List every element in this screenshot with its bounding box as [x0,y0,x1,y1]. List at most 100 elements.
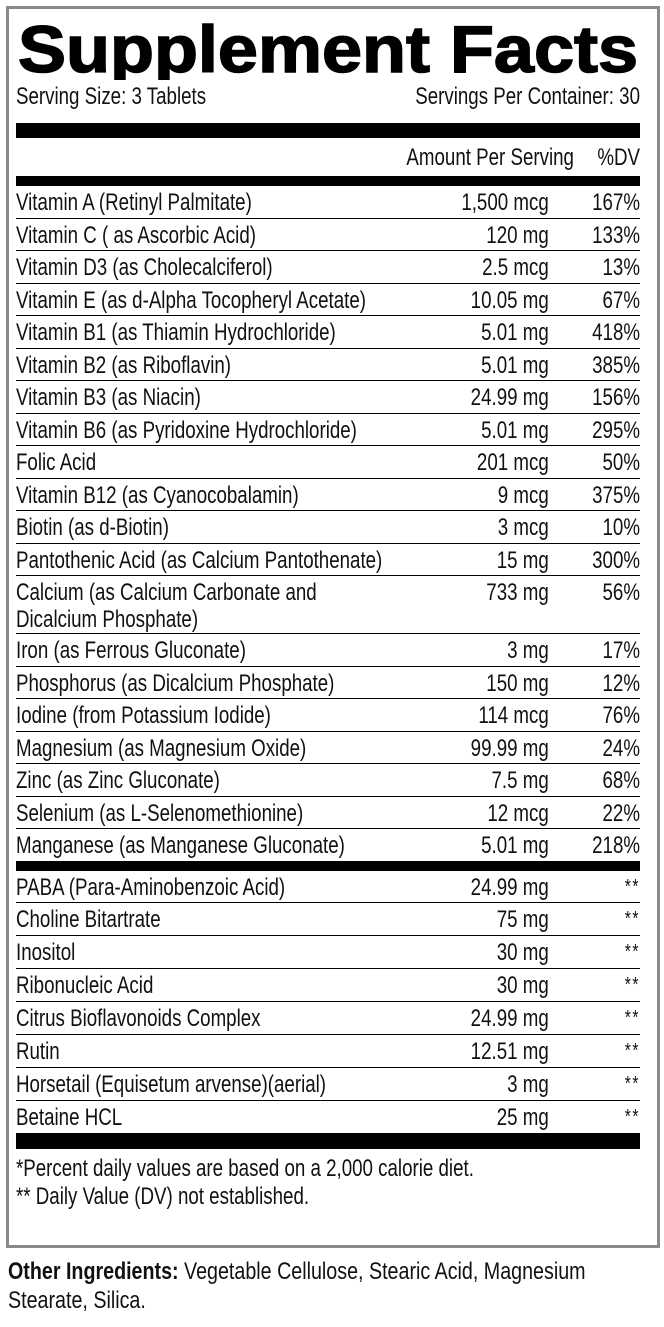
nutrient-name: Magnesium (as Magnesium Oxide) [16,734,307,762]
nutrient-name: Vitamin B6 (as Pyridoxine Hydrochloride) [16,416,357,444]
nutrient-amount: 114 mcg [478,702,549,729]
nutrient-amount: 3 mg [507,637,549,664]
nutrient-dv: 375% [592,481,640,509]
nutrient-row: Calcium (as Calcium Carbonate and Dicalci… [16,576,640,634]
nutrient-amount: 9 mcg [497,481,549,509]
nutrient-row: Folic Acid 201 mcg 50% [16,446,640,479]
thick-divider [16,1132,640,1149]
nutrient-row: Pantothenic Acid (as Calcium Pantothenat… [16,544,640,576]
other-ingredients-label: Other Ingredients: [8,1258,179,1285]
nutrient-amount: 12.51 mg [470,1037,549,1065]
nutrient-row: Vitamin B12 (as Cyanocobalamin) 9 mcg 375% [16,479,640,511]
nutrient-dv: ** [624,908,640,931]
nutrient-name: Ribonucleic Acid [16,972,154,1000]
nutrient-dv: 24% [602,734,640,762]
nutrient-list: Vitamin A (Retinyl Palmitate) 1,500 mcg 16… [16,186,640,861]
nutrient-row: Vitamin D3 (as Cholecalciferol) 2.5 mcg 13… [16,251,640,284]
nutrient-dv: 13% [602,254,640,281]
nutrient-name: Folic Acid [16,449,97,476]
nutrient-amount: 5.01 mg [481,416,549,444]
nutrient-row: Citrus Bioflavonoids Complex 24.99 mg ** [16,1002,640,1035]
nutrient-name: Vitamin A (Retinyl Palmitate) [16,189,252,216]
dv-header: %DV [597,144,640,171]
nutrient-name: Vitamin B12 (as Cyanocobalamin) [16,481,299,509]
nutrient-amount: 25 mg [496,1103,549,1131]
nutrient-row: Vitamin B1 (as Thiamin Hydrochloride) 5.0… [16,316,640,349]
nutrient-amount: 75 mg [496,906,549,934]
nutrient-row: Horsetail (Equisetum arvense)(aerial) 3 m… [16,1068,640,1101]
nutrient-row: Betaine HCL 25 mg ** [16,1101,640,1133]
nutrient-name: Zinc (as Zinc Gluconate) [16,767,220,794]
nutrient-name: PABA (Para-Aminobenzoic Acid) [16,873,286,901]
nutrient-name: Choline Bitartrate [16,906,161,934]
panel-title: Supplement Facts [17,14,639,80]
nutrient-name: Citrus Bioflavonoids Complex [16,1005,261,1033]
serving-size: Serving Size: 3 Tablets [16,83,207,110]
nutrient-name: Calcium (as Calcium Carbonate and Dicalci… [16,579,317,633]
nutrient-dv: 50% [602,449,640,476]
divider [16,176,640,186]
other-nutrient-list: PABA (Para-Aminobenzoic Acid) 24.99 mg ** C… [16,871,640,1133]
nutrient-row: Vitamin E (as d-Alpha Tocopheryl Acetate… [16,284,640,316]
nutrient-row: Magnesium (as Magnesium Oxide) 99.99 mg 24… [16,732,640,764]
nutrient-row: Choline Bitartrate 75 mg ** [16,903,640,937]
nutrient-amount: 10.05 mg [470,286,549,314]
facts-table: Serving Size: 3 Tablets Servings Per Con… [16,82,640,1211]
nutrient-row: Biotin (as d-Biotin) 3 mcg 10% [16,511,640,544]
nutrient-dv: 218% [592,832,640,859]
nutrient-name: Vitamin E (as d-Alpha Tocopheryl Acetate… [16,286,366,314]
nutrient-name: Rutin [16,1037,60,1065]
nutrient-dv: ** [624,1007,640,1030]
nutrient-amount: 3 mg [507,1070,549,1098]
nutrient-dv: ** [624,941,640,964]
footnotes: *Percent daily values are based on a 2,0… [16,1155,640,1211]
nutrient-dv: ** [624,1039,640,1062]
column-header: Amount Per Serving %DV [16,138,640,174]
other-ingredients: Other Ingredients: Vegetable Cellulose, … [8,1257,656,1315]
nutrient-dv: 418% [592,319,640,346]
nutrient-amount: 24.99 mg [470,384,549,411]
nutrient-row: Vitamin A (Retinyl Palmitate) 1,500 mcg 16… [16,186,640,219]
nutrient-dv: 56% [602,579,640,606]
supplement-facts-panel [6,6,660,1248]
nutrient-dv: 12% [602,669,640,697]
nutrient-dv: 300% [592,546,640,574]
nutrient-amount: 201 mcg [476,449,549,476]
nutrient-dv: 68% [602,767,640,794]
nutrient-dv: ** [624,875,640,898]
other-ingredients-text: Vegetable Cellulose, Stearic Acid, Magne… [8,1258,586,1314]
nutrient-dv: 385% [592,351,640,379]
nutrient-amount: 5.01 mg [481,832,549,859]
nutrient-name: Vitamin B3 (as Niacin) [16,384,201,411]
nutrient-row: Iron (as Ferrous Gluconate) 3 mg 17% [16,634,640,667]
nutrient-name: Vitamin B1 (as Thiamin Hydrochloride) [16,319,336,346]
nutrient-row: Phosphorus (as Dicalcium Phosphate) 150 m… [16,667,640,699]
nutrient-name: Iodine (from Potassium Iodide) [16,702,271,729]
nutrient-amount: 30 mg [496,939,549,967]
svg-text:Supplement Facts: Supplement Facts [18,14,638,80]
nutrient-amount: 733 mg [486,579,549,606]
nutrient-amount: 24.99 mg [470,1005,549,1033]
serving-info: Serving Size: 3 Tablets Servings Per Con… [16,82,640,112]
nutrient-row: Vitamin C ( as Ascorbic Acid) 120 mg 133% [16,219,640,251]
nutrient-dv: 156% [592,384,640,411]
nutrient-row: Vitamin B3 (as Niacin) 24.99 mg 156% [16,381,640,414]
nutrient-dv: 17% [602,637,640,664]
nutrient-name: Vitamin C ( as Ascorbic Acid) [16,221,256,249]
nutrient-amount: 30 mg [496,972,549,1000]
nutrient-name: Inositol [16,939,76,967]
nutrient-name: Biotin (as d-Biotin) [16,514,169,541]
nutrient-amount: 1,500 mcg [461,189,549,216]
nutrient-dv: ** [624,1072,640,1095]
nutrient-dv: 133% [592,221,640,249]
amount-header: Amount Per Serving [406,144,574,171]
nutrient-row: Vitamin B2 (as Riboflavin) 5.01 mg 385% [16,349,640,381]
nutrient-row: Vitamin B6 (as Pyridoxine Hydrochloride)… [16,414,640,446]
nutrient-dv: 76% [602,702,640,729]
servings-per-container: Servings Per Container: 30 [415,83,640,110]
nutrient-dv: 10% [602,514,640,541]
nutrient-row: Iodine (from Potassium Iodide) 114 mcg 76% [16,699,640,732]
nutrient-name: Phosphorus (as Dicalcium Phosphate) [16,669,335,697]
thick-divider [16,123,640,138]
nutrient-row: Zinc (as Zinc Gluconate) 7.5 mg 68% [16,764,640,797]
